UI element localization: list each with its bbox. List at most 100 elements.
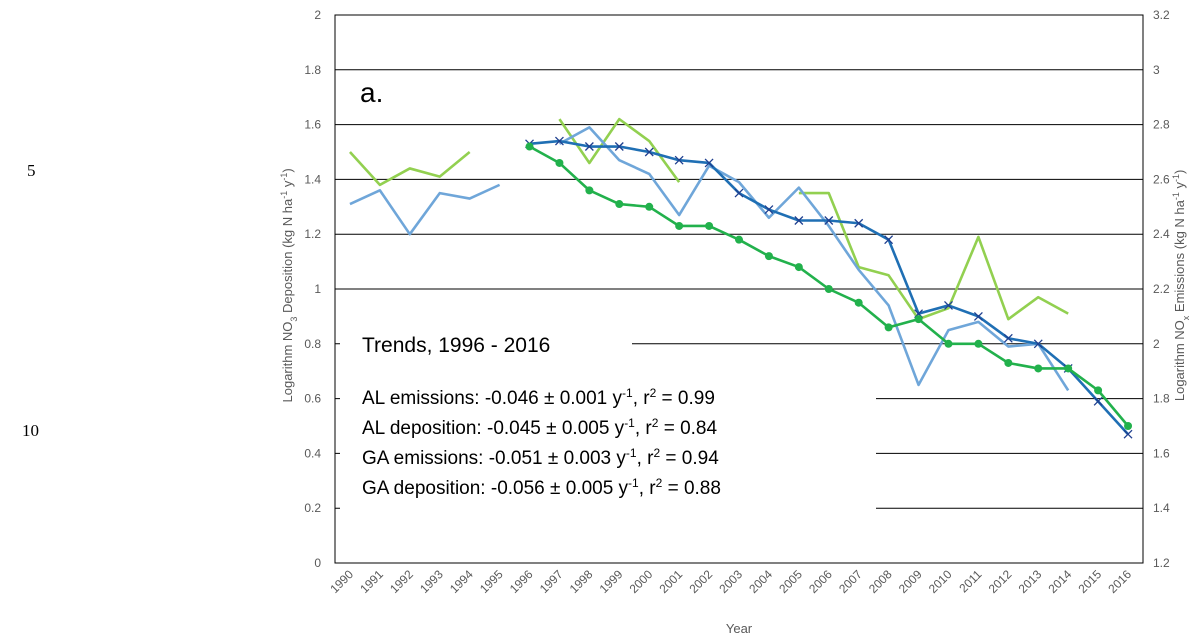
y2-tick-label: 1.2 [1153,556,1170,570]
label-part: y [280,180,295,191]
annotation-background [340,322,632,362]
point-marker [585,186,594,195]
y2-tick-label: 2.6 [1153,172,1170,186]
superscript: 2 [656,476,663,490]
x-tick-label: 1996 [507,567,536,596]
x-tick-label: 2005 [776,567,805,596]
text-part: , r [635,418,653,439]
text-part: GA deposition: -0.056 ± 0.005 y [362,478,629,499]
superscript: -1 [628,476,639,490]
point-marker [794,216,804,225]
x-tick-label: 1993 [417,567,446,596]
label-sup: -1 [279,173,289,181]
y2-tick-label: 1.4 [1153,501,1170,515]
text-part: = 0.88 [662,478,721,499]
trend-line: AL emissions: -0.046 ± 0.001 y-1, r2 = 0… [362,386,715,409]
label-sub: x [1181,315,1191,320]
point-marker [764,205,774,214]
y2-tick-label: 2.8 [1153,118,1170,132]
trend-line: GA emissions: -0.051 ± 0.003 y-1, r2 = 0… [362,446,719,469]
y2-tick-label: 2.2 [1153,282,1170,296]
label-part: Logarithm NO [1172,320,1187,401]
point-marker [704,158,714,168]
y-tick-label: 1.6 [304,118,321,132]
annotation-background [340,366,876,516]
point-marker [525,142,534,151]
x-tick-label: 1997 [537,567,566,596]
label-part: ) [1172,170,1187,174]
point-marker [1003,333,1013,343]
x-tick-label: 2011 [956,567,984,595]
y2-tick-label: 2 [1153,337,1160,351]
point-marker [705,221,714,230]
point-marker [1033,339,1043,349]
point-marker [1034,364,1043,373]
x-tick-label: 1999 [597,567,626,596]
point-marker [645,202,654,211]
point-marker [734,188,744,198]
x-tick-label: 2010 [926,567,955,596]
point-marker [735,235,743,244]
point-marker [824,216,834,225]
x-tick-label: 1994 [447,567,476,596]
point-marker [944,339,953,348]
y-tick-label: 0.6 [304,392,321,406]
x-tick-label: 1995 [477,567,506,596]
y-tick-label: 1.8 [304,63,321,77]
line-number: 5 [27,161,36,180]
point-marker [615,200,624,209]
plot-frame [334,14,1144,564]
label-sub: 3 [289,317,299,322]
superscript: -1 [626,446,637,460]
y2-tick-label: 3 [1153,63,1160,77]
x-tick-label: 2013 [1016,567,1045,596]
label-part: Logarithm NO [280,322,295,403]
point-marker [1064,364,1073,373]
point-marker [1123,429,1133,439]
x-tick-label: 1990 [327,567,356,596]
series-group [349,117,1133,439]
annotation-heading: Trends, 1996 - 2016 [362,334,550,357]
point-marker [914,315,923,324]
y2-tick-label: 2.4 [1153,227,1170,241]
text-part: = 0.99 [656,388,715,409]
label-part: ) [280,168,295,172]
y-tick-label: 0.4 [304,446,321,460]
x-tick-label: 1998 [567,567,596,596]
x-tick-label: 2000 [627,567,656,596]
y2-tick-label: 1.6 [1153,446,1170,460]
point-marker [944,300,953,310]
trend-line: GA deposition: -0.056 ± 0.005 y-1, r2 = … [362,476,721,499]
x-tick-label: 2007 [836,567,865,596]
superscript: -1 [624,416,635,430]
trend-line: AL deposition: -0.045 ± 0.005 y-1, r2 = … [362,416,718,439]
superscript: -1 [622,386,633,400]
label-sup: -1 [279,191,289,199]
x-tick-label: 1992 [387,567,416,596]
y2-tick-label: 1.8 [1153,392,1170,406]
label-part: Deposition (kg N ha [280,198,295,317]
point-marker [884,323,893,332]
y-tick-label: 2 [314,8,321,22]
label-part: y [1172,182,1187,193]
y-tick-label: 0.2 [304,501,321,515]
label-part: Emissions (kg N ha [1172,199,1187,315]
point-marker [764,252,773,261]
x-tick-label: 2004 [746,567,775,596]
superscript: 2 [650,386,657,400]
point-marker [644,147,654,157]
point-marker [854,298,863,307]
point-marker [1093,396,1103,406]
y2-axis-title: Logarithm NOx Emissions (kg N ha-1 y-1) [1171,159,1191,419]
y-tick-label: 1.2 [304,227,321,241]
point-marker [1094,386,1103,395]
x-tick-label: 2015 [1075,567,1104,596]
point-marker [614,142,624,151]
panel-label: a. [360,77,383,108]
text-part: , r [639,478,657,499]
label-sup: -1 [1171,174,1181,182]
y-tick-label: 0 [314,556,321,570]
point-marker [674,155,684,165]
point-marker [1004,358,1013,367]
point-marker [974,339,983,348]
